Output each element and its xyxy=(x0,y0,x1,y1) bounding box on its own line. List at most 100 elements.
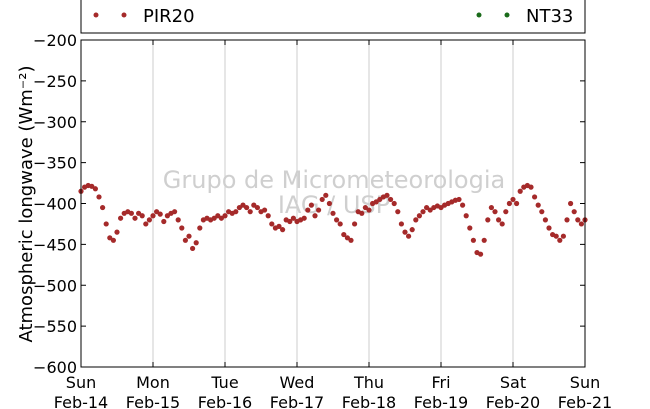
data-point xyxy=(262,207,268,213)
data-point xyxy=(308,202,314,208)
data-point xyxy=(470,237,476,243)
data-point xyxy=(197,225,203,231)
data-point xyxy=(463,213,469,219)
data-point xyxy=(416,213,422,219)
x-tick-label-date: Feb-14 xyxy=(54,393,108,409)
data-point xyxy=(96,194,102,200)
data-point xyxy=(323,192,329,198)
data-point xyxy=(366,207,372,213)
x-tick-label-date: Feb-21 xyxy=(558,393,612,409)
legend-marker-pir20 xyxy=(93,12,99,18)
data-point xyxy=(287,218,293,225)
plot-area xyxy=(81,40,585,367)
data-point xyxy=(157,211,163,217)
x-tick-label-day: Mon xyxy=(136,373,170,392)
data-points xyxy=(78,182,588,257)
data-point xyxy=(384,192,390,198)
data-point xyxy=(161,218,167,225)
data-point xyxy=(503,209,509,215)
data-point xyxy=(290,215,296,221)
y-tick-label: −550 xyxy=(33,317,77,336)
data-point xyxy=(478,251,484,257)
data-point xyxy=(316,207,322,213)
data-point xyxy=(182,237,188,243)
data-point xyxy=(348,237,354,243)
data-point xyxy=(139,213,145,219)
data-point xyxy=(103,221,109,227)
x-tick-label-day: Sun xyxy=(66,373,96,392)
x-tick-label-date: Feb-16 xyxy=(198,393,252,409)
data-point xyxy=(528,184,534,190)
legend: PIR20 NT33 xyxy=(80,0,586,34)
data-point xyxy=(193,240,199,246)
data-point xyxy=(395,209,401,215)
data-point xyxy=(222,213,228,219)
data-point xyxy=(510,196,516,203)
data-point xyxy=(359,210,365,216)
y-tick-label: −400 xyxy=(33,195,77,214)
data-point xyxy=(233,209,239,215)
x-tick-label-date: Feb-15 xyxy=(126,393,180,409)
y-axis: −200 −250 −300 −350 −400 −450 −500 −550 −600 xyxy=(33,31,585,377)
data-point xyxy=(244,204,250,211)
data-point xyxy=(190,245,196,252)
data-point xyxy=(420,209,426,215)
data-point xyxy=(118,215,124,221)
y-tick-label: −250 xyxy=(33,72,77,91)
data-point xyxy=(564,217,570,223)
data-point xyxy=(305,207,311,213)
data-point xyxy=(557,237,563,243)
data-point xyxy=(175,217,181,223)
data-point xyxy=(514,200,520,207)
legend-marker-nt33 xyxy=(476,12,482,18)
data-point xyxy=(186,233,192,239)
data-point xyxy=(388,196,394,203)
data-point xyxy=(560,233,567,239)
data-point xyxy=(146,217,152,223)
data-point xyxy=(546,225,552,231)
data-point xyxy=(492,209,498,215)
data-point xyxy=(301,215,307,221)
x-tick-label-date: Feb-17 xyxy=(270,393,324,409)
data-point xyxy=(485,217,491,223)
data-point xyxy=(352,221,358,227)
x-tick-label-date: Feb-19 xyxy=(414,393,468,409)
x-tick-label-day: Sat xyxy=(500,373,526,392)
data-point xyxy=(334,217,340,223)
x-tick-label-day: Fri xyxy=(431,373,450,392)
data-point xyxy=(506,200,512,207)
data-point xyxy=(110,237,116,243)
x-tick-label-date: Feb-20 xyxy=(486,393,540,409)
data-point xyxy=(488,204,494,211)
data-point xyxy=(92,186,98,192)
data-point xyxy=(409,227,415,233)
data-point xyxy=(398,221,404,227)
y-tick-label: −600 xyxy=(33,358,77,377)
data-point xyxy=(179,225,185,231)
y-tick-label: −450 xyxy=(33,235,77,254)
data-point xyxy=(247,209,253,215)
data-point xyxy=(467,225,473,231)
data-point xyxy=(276,223,282,229)
data-point xyxy=(517,188,523,194)
data-point xyxy=(413,217,419,223)
y-tick-label: −500 xyxy=(33,276,77,295)
y-tick-label: −350 xyxy=(33,154,77,173)
data-point xyxy=(391,200,397,207)
x-axis: SunFeb-14MonFeb-15TueFeb-16WedFeb-17ThuF… xyxy=(54,40,612,409)
data-point xyxy=(128,210,134,216)
legend-label-nt33: NT33 xyxy=(526,6,573,27)
data-point xyxy=(312,213,318,219)
data-point xyxy=(132,215,138,221)
data-point xyxy=(481,237,487,243)
data-point xyxy=(269,221,275,227)
data-point xyxy=(150,213,156,219)
x-tick-label-date: Feb-18 xyxy=(342,393,396,409)
legend-marker-nt33 xyxy=(504,12,510,18)
data-point xyxy=(319,196,325,203)
data-point xyxy=(280,227,286,233)
data-point xyxy=(254,204,260,211)
x-tick-label-day: Tue xyxy=(210,373,238,392)
data-point xyxy=(571,209,577,215)
